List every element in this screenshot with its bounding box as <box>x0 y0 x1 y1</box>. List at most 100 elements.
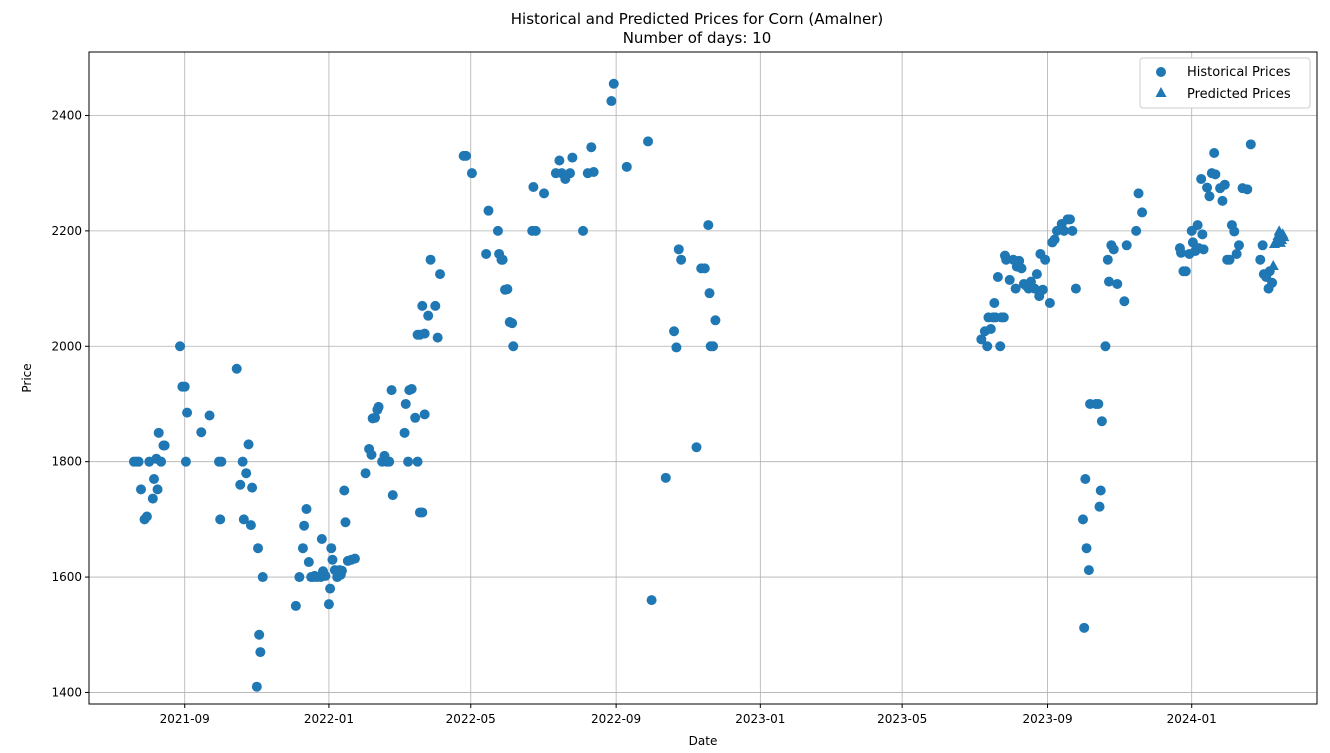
x-tick-label: 2022-01 <box>304 712 354 726</box>
historical-price-point <box>243 439 254 450</box>
historical-price-point <box>1180 266 1191 277</box>
historical-price-point <box>660 472 671 483</box>
historical-price-point <box>1267 277 1278 288</box>
x-tick-label: 2023-01 <box>735 712 785 726</box>
historical-price-point <box>1176 247 1187 258</box>
historical-price-point <box>182 407 193 418</box>
historical-price-point <box>133 456 144 467</box>
historical-price-point <box>432 332 443 343</box>
historical-price-point <box>245 520 256 531</box>
historical-price-point <box>976 334 987 345</box>
historical-price-point <box>982 341 993 352</box>
historical-price-point <box>1059 225 1070 236</box>
historical-price-point <box>567 152 578 163</box>
legend-predicted-label: Predicted Prices <box>1187 87 1291 102</box>
historical-price-point <box>539 188 550 199</box>
historical-price-point <box>676 254 687 265</box>
historical-price-point <box>156 456 167 467</box>
historical-price-point <box>492 225 503 236</box>
historical-price-point <box>1219 179 1230 190</box>
historical-price-point <box>481 248 492 259</box>
historical-price-point <box>995 341 1006 352</box>
historical-price-point <box>247 482 258 493</box>
historical-price-point <box>1133 188 1144 199</box>
historical-price-point <box>461 150 472 161</box>
historical-price-point <box>1198 244 1209 255</box>
historical-price-point <box>349 553 360 564</box>
historical-price-point <box>1242 184 1253 195</box>
historical-price-point <box>204 410 215 421</box>
historical-price-point <box>339 485 350 496</box>
historical-price-point <box>340 517 351 528</box>
historical-price-point <box>1197 229 1208 240</box>
historical-price-point <box>435 269 446 280</box>
historical-price-point <box>294 572 305 583</box>
historical-price-point <box>1217 195 1228 206</box>
historical-price-point <box>297 543 308 554</box>
x-tick-label: 2024-01 <box>1167 712 1217 726</box>
y-axis-label: Price <box>20 363 34 392</box>
historical-price-point <box>1196 173 1207 184</box>
historical-price-point <box>1137 207 1148 218</box>
predicted-price-point <box>1278 231 1290 242</box>
historical-price-point <box>565 168 576 179</box>
historical-price-point <box>387 490 398 501</box>
historical-price-point <box>255 647 266 658</box>
historical-price-point <box>606 96 617 107</box>
historical-price-point <box>710 315 721 326</box>
historical-price-point <box>643 136 654 147</box>
historical-price-point <box>507 318 518 329</box>
chart-title: Historical and Predicted Prices for Corn… <box>511 10 883 28</box>
historical-price-point <box>254 629 265 640</box>
historical-price-point <box>231 363 242 374</box>
historical-price-point <box>373 401 384 412</box>
historical-price-point <box>1209 147 1220 158</box>
y-tick-label: 1600 <box>51 570 82 584</box>
historical-price-point <box>215 514 226 525</box>
historical-price-point <box>1094 501 1105 512</box>
historical-price-point <box>646 595 657 606</box>
historical-price-point <box>152 484 163 495</box>
historical-price-point <box>149 473 160 484</box>
historical-price-point <box>406 383 417 394</box>
historical-price-point <box>1255 254 1266 265</box>
historical-price-point <box>699 263 710 274</box>
historical-price-point <box>1210 169 1221 180</box>
grid <box>89 52 1317 704</box>
historical-price-point <box>237 456 248 467</box>
historical-price-point <box>528 182 539 193</box>
chart-subtitle: Number of days: 10 <box>623 29 772 47</box>
legend-historical-label: Historical Prices <box>1187 65 1291 80</box>
historical-price-point <box>530 225 541 236</box>
historical-price-point <box>235 479 246 490</box>
historical-price-point <box>216 456 227 467</box>
historical-price-point <box>1103 276 1114 287</box>
x-tick-label: 2023-09 <box>1022 712 1072 726</box>
x-tick-label: 2021-09 <box>160 712 210 726</box>
y-tick-label: 2200 <box>51 224 82 238</box>
historical-price-point <box>671 342 682 353</box>
historical-price-point <box>241 468 252 479</box>
legend-predicted-marker <box>1155 87 1167 97</box>
y-tick-label: 2000 <box>51 339 82 353</box>
historical-price-point <box>370 412 381 423</box>
historical-price-point <box>179 381 190 392</box>
historical-price-point <box>325 583 336 594</box>
historical-price-point <box>1202 182 1213 193</box>
historical-price-point <box>578 225 589 236</box>
historical-price-point <box>483 205 494 216</box>
historical-price-point <box>586 142 597 153</box>
historical-price-point <box>303 557 314 568</box>
predicted-price-point <box>1267 259 1279 270</box>
historical-price-point <box>1067 225 1078 236</box>
historical-price-point <box>502 284 513 295</box>
historical-price-point <box>998 312 1009 323</box>
historical-price-point <box>466 168 477 179</box>
historical-price-point <box>423 310 434 321</box>
historical-price-point <box>1112 278 1123 289</box>
historical-price-point <box>1224 254 1235 265</box>
historical-price-point <box>1095 485 1106 496</box>
historical-price-point <box>1204 191 1215 202</box>
historical-price-point <box>669 326 680 337</box>
